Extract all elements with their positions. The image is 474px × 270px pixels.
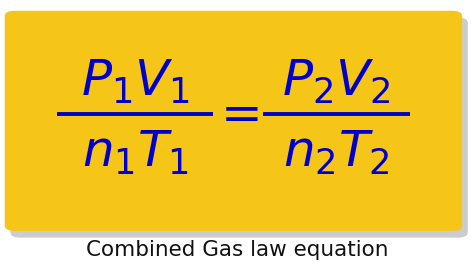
Text: Combined Gas law equation: Combined Gas law equation bbox=[86, 240, 388, 260]
FancyBboxPatch shape bbox=[5, 11, 462, 231]
Text: $=$: $=$ bbox=[211, 90, 260, 138]
Text: $\mathit{P_1V_1}$: $\mathit{P_1V_1}$ bbox=[81, 58, 190, 106]
Text: $\mathit{n_2T_2}$: $\mathit{n_2T_2}$ bbox=[283, 129, 390, 177]
FancyBboxPatch shape bbox=[10, 18, 468, 238]
Text: $\mathit{P_2V_2}$: $\mathit{P_2V_2}$ bbox=[282, 58, 391, 106]
Text: $\mathit{n_1T_1}$: $\mathit{n_1T_1}$ bbox=[82, 129, 189, 177]
